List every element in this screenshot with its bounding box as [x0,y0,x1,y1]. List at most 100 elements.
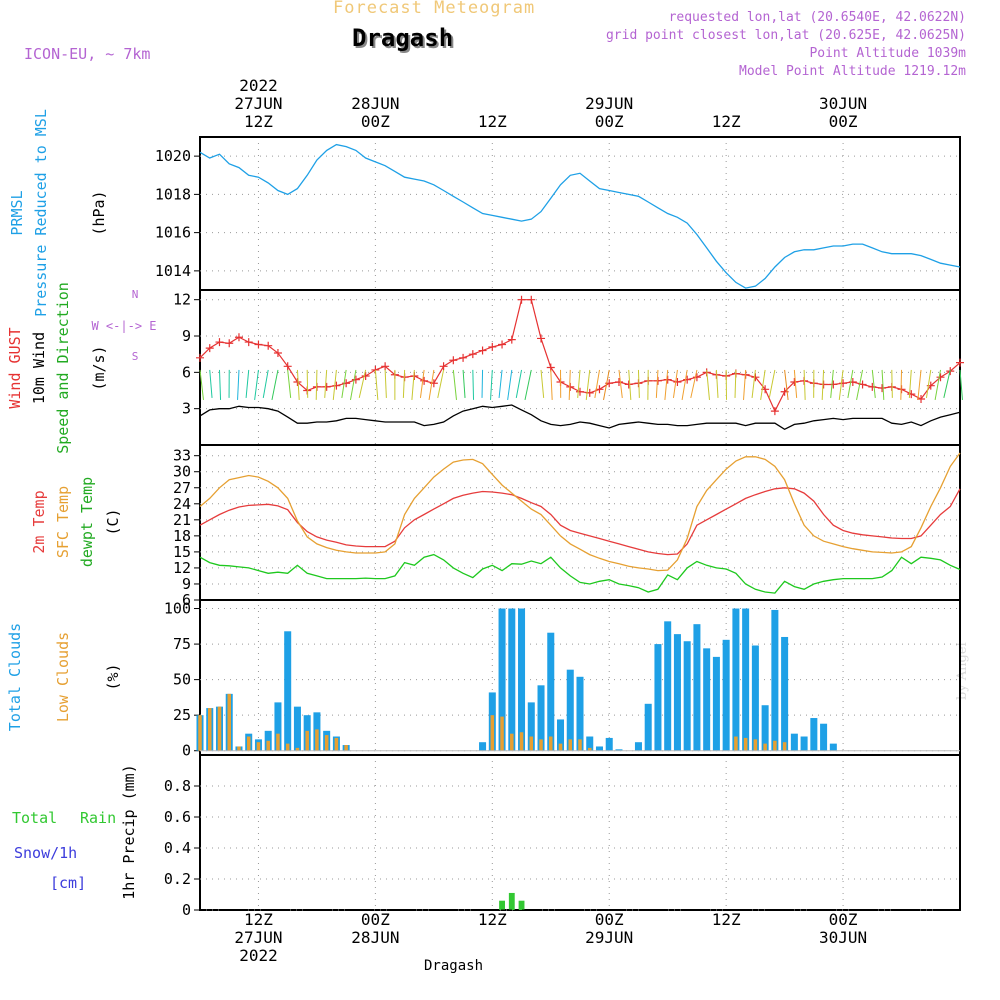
gust-marker [429,379,438,388]
total-cloud-bar [742,608,750,751]
gust-marker [439,362,448,371]
low-cloud-bar [207,708,212,751]
wind-direction-arrow [568,369,571,400]
time-grid [257,137,844,910]
bottom-time-label: 27JUN [234,928,282,947]
total-cloud-bar [264,730,272,751]
bottom-time-label: 00Z [829,910,858,929]
y-tick-label: 25 [173,706,191,724]
top-time-label: 27JUN [234,94,282,113]
total-cloud-bar [644,703,652,751]
wind-direction-arrow [209,369,213,398]
pressure-label-2: Pressure Reduced to MSL [32,109,50,317]
wind-direction-arrow [262,369,269,399]
total-cloud-bar [293,706,301,751]
y-tick-label: 50 [173,671,191,689]
pressure-units: (hPa) [90,190,108,235]
gust-marker [488,342,497,351]
wind-direction-arrow [350,369,357,401]
low-cloud-bar [246,736,251,751]
wind-speed-line [199,404,961,431]
gust-marker [273,348,282,357]
y-tick-label: 33 [173,447,191,465]
wind-direction-arrow [743,369,747,400]
wind-direction-arrow [637,369,640,398]
y-tick-label: 1018 [155,185,191,203]
gust-marker [342,379,351,388]
gust-marker [839,379,848,388]
wind-direction-arrow [681,369,688,401]
panel-frame-4 [199,754,961,911]
gust-marker [361,371,370,380]
total-cloud-bar [605,737,613,751]
y-tick-label: 15 [173,543,191,561]
wind-direction-arrow [428,369,435,401]
total-cloud-bar [761,705,769,751]
wind-direction-arrow [332,369,337,400]
requested-coords: requested lon,lat (20.6540E, 42.0622N) [668,10,966,25]
gust-marker [956,358,964,367]
wind-direction-arrow [821,369,825,400]
wind-direction-arrow [462,369,466,398]
gust-marker [264,341,273,350]
gust-marker [468,350,477,359]
y-tick-label: 27 [173,479,191,497]
bottom-time-label: 00Z [361,910,390,929]
gust-marker [673,378,682,387]
clouds-units: (%) [104,663,122,690]
wind-direction-arrow [481,369,484,398]
low-cloud-bar [305,730,309,751]
gust-marker [507,335,516,344]
low-cloud-bar [529,736,534,751]
y-tick-label: 0.2 [164,870,191,888]
gust-marker [868,382,877,391]
wind-direction-arrow [900,369,903,400]
gust-marker [566,382,575,391]
low-clouds-label: Low Clouds [54,632,72,722]
gust-marker [322,382,331,391]
top-time-label: 00Z [595,112,624,131]
wind-direction-arrow [734,369,737,398]
gust-marker [498,340,507,349]
model-point-altitude: Model Point Altitude 1219.12m [739,64,966,79]
y-tick-label: 6 [182,363,191,381]
wind-direction-arrow [411,369,415,400]
wind-direction-arrow [287,369,292,398]
wind-direction-arrow [437,369,445,399]
total-cloud-bar [537,685,545,751]
top-time-label: 28JUN [351,94,399,113]
y-tick-label: 100 [164,600,191,618]
total-cloud-bar [508,608,516,751]
gust-marker [293,378,302,387]
wind-direction-arrow [793,369,798,398]
bottom-time-label: 00Z [595,910,624,929]
point-altitude: Point Altitude 1039m [809,46,966,61]
low-cloud-bar [773,740,777,751]
total-cloud-bar [810,718,818,751]
low-cloud-bar [753,739,758,751]
low-cloud-bar [578,739,582,751]
gust-marker [907,390,916,399]
gust-marker [878,384,887,393]
panel-frame-2 [199,444,961,601]
total-cloud-bar [615,749,623,751]
wind-direction-arrow [715,369,719,398]
wind-direction-arrow [490,369,493,400]
low-cloud-bar [256,742,261,751]
bottom-time-label: 29JUN [585,928,633,947]
bottom-time-label: 12Z [712,910,741,929]
low-cloud-bar [549,736,553,751]
y-tick-label: 18 [173,527,191,545]
total-cloud-bar [771,609,779,751]
y-tick-label: 0 [182,901,191,919]
low-cloud-bar [519,732,524,751]
temp-2m-line [199,487,961,556]
total-cloud-bar [576,676,584,751]
low-cloud-bar [587,747,592,751]
total-cloud-bar [664,621,672,751]
gust-marker [819,380,828,389]
rain-bar [508,892,515,910]
gust-marker [449,356,458,365]
wind-direction-arrow [524,369,532,401]
